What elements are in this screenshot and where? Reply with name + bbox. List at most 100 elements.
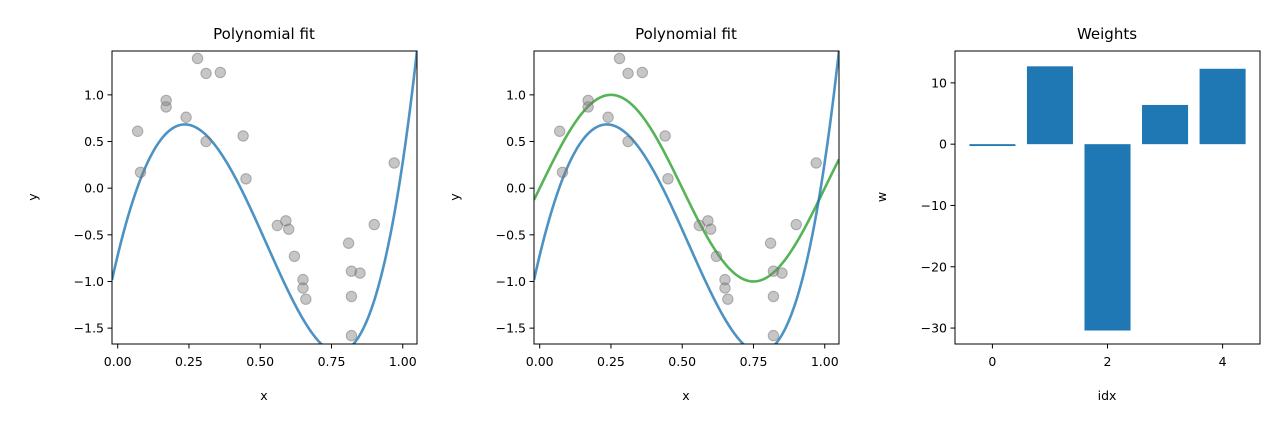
data-point	[237, 130, 249, 142]
y-axis-label: y	[447, 193, 462, 201]
chart-title: Polynomial fit	[213, 25, 315, 43]
y-tick-label: −0.5	[74, 227, 104, 242]
x-tick-label: 4	[1219, 354, 1227, 369]
data-point	[776, 267, 788, 279]
data-point	[280, 215, 292, 227]
x-tick-label: 1.00	[389, 354, 417, 369]
polynomial-fit-panel-2: 0.00 0.25 0.50 0.75 1.00 1.0 0.5 0.0 −0.5 −1.0 −1.…	[447, 25, 840, 403]
y-tick-label: 0.5	[506, 134, 526, 149]
y-tick-label: 0.5	[84, 134, 104, 149]
y-tick-label: −1.5	[496, 321, 526, 336]
bar-3	[1142, 104, 1189, 145]
plot-area: 0.00 0.25 0.50 0.75 1.00 1.0 0.5 0.0 −0.5 −1.0 −1.…	[496, 50, 840, 369]
bar-1	[1026, 66, 1073, 145]
data-point	[556, 166, 569, 179]
data-point	[613, 52, 626, 65]
chart-title: Polynomial fit	[635, 25, 737, 43]
data-point	[622, 135, 634, 148]
data-point	[662, 173, 674, 185]
data-point	[214, 66, 227, 79]
y-tick-label: −30	[921, 321, 947, 336]
x-tick-label: 0	[988, 354, 996, 369]
data-point	[693, 219, 706, 232]
data-point	[602, 111, 614, 123]
data-point	[767, 290, 780, 303]
data-point	[200, 135, 212, 148]
data-point	[160, 101, 172, 113]
y-tick-label: 10	[931, 75, 947, 90]
axes-frame	[111, 50, 418, 345]
x-tick-label: 0.75	[318, 354, 346, 369]
y-tick-label: −20	[921, 259, 947, 274]
plot-clip	[534, 51, 839, 344]
data-point	[388, 157, 400, 169]
data-point	[767, 329, 780, 342]
data-point	[191, 52, 204, 65]
data-point	[702, 215, 714, 227]
data-point	[131, 125, 144, 137]
data-point	[710, 250, 723, 262]
data-point	[354, 267, 366, 279]
data-point	[300, 293, 312, 305]
data-point	[134, 166, 147, 179]
x-tick-label: 0.00	[104, 354, 132, 369]
data-point	[345, 265, 358, 277]
x-tick-label: 0.25	[175, 354, 203, 369]
data-point	[719, 273, 731, 286]
x-tick-label: 0.75	[740, 354, 768, 369]
data-point	[200, 67, 212, 80]
data-point	[553, 125, 566, 137]
bar-2	[1084, 144, 1131, 331]
axes-frame	[533, 50, 840, 345]
polynomial-fit-panel-1: 0.00 0.25 0.50 0.75 1.00 1.0 0.5 0.0 −0.5 −1.0 −1.…	[25, 25, 418, 403]
data-point	[767, 265, 780, 277]
y-tick-label: −1.0	[496, 274, 526, 289]
data-point	[345, 290, 358, 303]
data-point	[288, 250, 301, 262]
x-tick-label: 0.00	[526, 354, 554, 369]
data-point	[240, 173, 252, 185]
bar-0	[969, 144, 1016, 147]
data-point	[283, 223, 295, 235]
x-axis-label: x	[682, 388, 689, 403]
y-tick-label: 1.0	[84, 87, 104, 102]
data-point	[659, 130, 671, 142]
data-point	[636, 66, 649, 79]
x-tick-label: 0.50	[246, 354, 274, 369]
data-point	[790, 218, 802, 231]
true-curve-line	[534, 93, 839, 283]
chart-title: Weights	[1077, 25, 1137, 43]
y-tick-label: 0.0	[84, 181, 104, 196]
data-point	[345, 329, 358, 342]
y-tick-label: 0.0	[506, 181, 526, 196]
data-point	[297, 273, 309, 286]
y-tick-label: −10	[921, 198, 947, 213]
plot-clip	[112, 51, 417, 344]
y-tick-label: −1.0	[74, 274, 104, 289]
bar-4	[1199, 68, 1246, 145]
fit-curve-line	[112, 51, 417, 344]
data-point	[722, 293, 734, 305]
data-point	[719, 282, 731, 294]
weights-panel: 0 2 4 10 0 −10 −20 −30 Weights idx w	[874, 25, 1261, 403]
y-tick-label: 0	[939, 137, 947, 152]
x-tick-label: 2	[1104, 354, 1112, 369]
data-point	[271, 219, 284, 232]
x-tick-label: 0.50	[668, 354, 696, 369]
x-axis-label: idx	[1098, 388, 1117, 403]
y-axis-label: y	[25, 193, 40, 201]
y-tick-label: −1.5	[74, 321, 104, 336]
data-point	[764, 237, 777, 249]
data-point	[705, 223, 717, 235]
plot-clip	[969, 66, 1246, 331]
y-tick-label: 1.0	[506, 87, 526, 102]
data-point	[342, 237, 355, 249]
data-point	[180, 111, 192, 123]
x-tick-label: 0.25	[597, 354, 625, 369]
data-point	[368, 218, 380, 231]
data-point	[622, 67, 634, 80]
x-axis-label: x	[260, 388, 267, 403]
data-point	[297, 282, 309, 294]
data-point	[582, 101, 594, 113]
